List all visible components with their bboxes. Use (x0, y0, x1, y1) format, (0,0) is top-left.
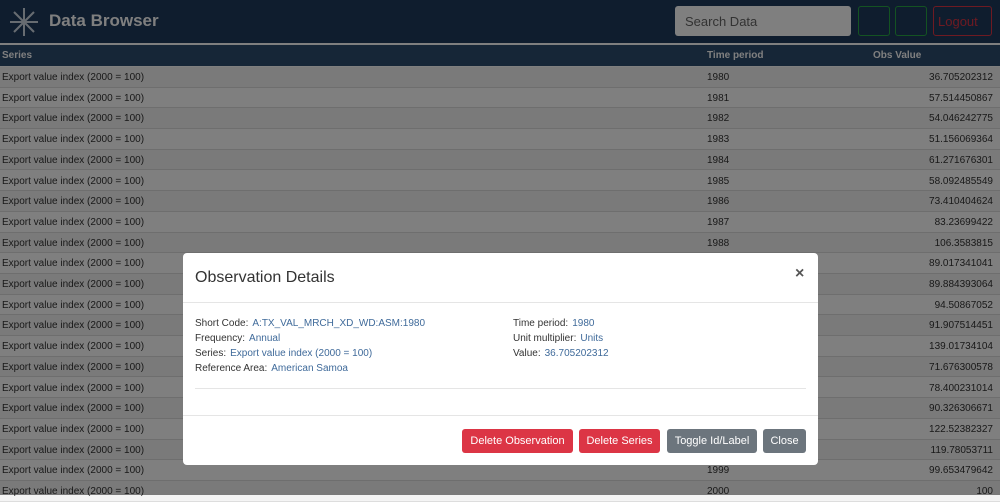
button[interactable]: Toggle Id/Label (667, 429, 757, 453)
field-label: Time period: (513, 318, 569, 329)
field-value: Export value index (2000 = 100) (230, 348, 373, 359)
detail-field: Reference Area: American Samoa (195, 363, 348, 374)
button[interactable]: Delete Observation (462, 429, 573, 453)
detail-field: Frequency: Annual (195, 333, 280, 344)
detail-field: Unit multiplier: Units (513, 333, 603, 344)
divider (195, 388, 806, 389)
field-value: A:TX_VAL_MRCH_XD_WD:ASM:1980 (252, 318, 426, 329)
detail-field: Time period: 1980 (513, 318, 594, 329)
field-value: Units (580, 333, 604, 344)
divider (183, 302, 818, 303)
field-label: Short Code: (195, 318, 249, 329)
detail-field: Short Code: A:TX_VAL_MRCH_XD_WD:ASM:1980 (195, 318, 425, 329)
field-label: Reference Area: (195, 363, 268, 374)
field-label: Series: (195, 348, 227, 359)
modal: Observation Details × Short Code: A:TX_VA… (183, 253, 818, 465)
field-value: Annual (249, 333, 281, 344)
field-label: Unit multiplier: (513, 333, 577, 344)
close-icon[interactable]: × (795, 265, 805, 282)
button[interactable]: Close (763, 429, 806, 453)
field-label: Frequency: (195, 333, 246, 344)
field-value: 36.705202312 (544, 348, 609, 359)
field-value: 1980 (572, 318, 595, 329)
field-label: Value: (513, 348, 541, 359)
divider (183, 415, 818, 416)
detail-field: Series: Export value index (2000 = 100) (195, 348, 372, 359)
button[interactable]: Delete Series (579, 429, 660, 453)
detail-field: Value: 36.705202312 (513, 348, 609, 359)
modal-title: Observation Details (195, 269, 335, 286)
field-value: American Samoa (271, 363, 348, 374)
